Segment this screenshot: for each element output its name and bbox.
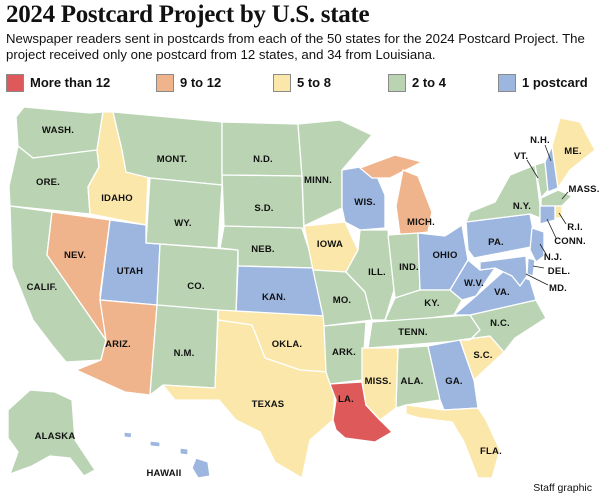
state-label: ALASKA xyxy=(35,431,76,442)
state-fla xyxy=(405,404,501,479)
state-label: MONT. xyxy=(157,154,188,165)
state-label: KY. xyxy=(424,298,439,309)
state-label: IDAHO xyxy=(101,193,133,204)
staff-credit: Staff graphic xyxy=(533,482,592,494)
legend: More than 12 9 to 12 5 to 8 2 to 4 1 pos… xyxy=(4,73,596,95)
leader-line xyxy=(525,273,549,286)
state-label: TENN. xyxy=(398,327,428,338)
state-md xyxy=(479,255,528,287)
state-nd xyxy=(221,121,303,177)
state-label: CO. xyxy=(187,281,205,292)
state-label: ARIZ. xyxy=(105,339,131,350)
state-ark xyxy=(323,321,367,385)
state-label: IND. xyxy=(399,262,419,273)
state-label: MD. xyxy=(549,283,567,294)
state-me xyxy=(551,117,596,189)
state-label: OHIO xyxy=(432,250,457,261)
state-label: CALIF. xyxy=(27,282,58,293)
state-label: NEV. xyxy=(64,250,86,261)
state-label: NEB. xyxy=(251,244,275,255)
state-label: ARK. xyxy=(332,347,356,358)
state-label: N.Y. xyxy=(513,201,531,212)
legend-swatch xyxy=(6,74,24,92)
state-conn xyxy=(539,205,556,225)
state-label: WASH. xyxy=(42,125,74,136)
leader-line xyxy=(558,212,567,225)
state-label: N.C. xyxy=(490,318,510,329)
state-kan xyxy=(235,265,324,317)
state-ala xyxy=(395,345,441,409)
state-label: ILL. xyxy=(368,267,386,278)
state-label: S.C. xyxy=(473,350,492,361)
state-ny xyxy=(465,164,541,223)
state-label: ALA. xyxy=(401,376,424,387)
leader-line xyxy=(561,191,569,200)
state-label: N.M. xyxy=(174,348,195,359)
state-label: N.J. xyxy=(544,252,562,263)
leader-line xyxy=(546,218,557,239)
leader-line xyxy=(532,265,545,269)
state-label: FLA. xyxy=(480,446,502,457)
legend-label: More than 12 xyxy=(30,75,111,90)
legend-label: 2 to 4 xyxy=(412,75,446,90)
state-label: WY. xyxy=(174,218,192,229)
legend-label: 5 to 8 xyxy=(297,75,331,90)
state-label: UTAH xyxy=(117,266,143,277)
state-hawaii-oahu xyxy=(149,440,161,448)
state-label: OKLA. xyxy=(272,339,303,350)
state-wy xyxy=(145,177,223,249)
state-label: MASS. xyxy=(568,184,599,195)
state-label: R.I. xyxy=(567,222,583,233)
state-hawaii-kauai xyxy=(123,431,133,439)
state-hawaii-big xyxy=(191,457,211,479)
state-label: HAWAII xyxy=(147,468,182,479)
state-del xyxy=(526,257,536,277)
state-mass xyxy=(540,189,573,207)
leader-line xyxy=(539,243,547,255)
leader-line xyxy=(544,144,552,162)
state-co xyxy=(156,243,239,313)
state-label: S.D. xyxy=(254,203,273,214)
state-label: VT. xyxy=(514,151,528,162)
state-label: WIS. xyxy=(354,197,375,208)
state-label: KAN. xyxy=(262,292,286,303)
state-label: LA. xyxy=(338,394,354,405)
state-hawaii-maui xyxy=(179,447,189,456)
legend-label: 1 postcard xyxy=(522,75,588,90)
legend-swatch xyxy=(498,74,516,92)
state-label: MINN. xyxy=(304,175,332,186)
us-map-svg: WASH. ORE. CALIF. IDAHO NEV. UTAH ARIZ. … xyxy=(7,106,599,479)
legend-swatch xyxy=(273,74,291,92)
state-label: ORE. xyxy=(36,177,60,188)
state-label: N.H. xyxy=(530,135,550,146)
map-title: 2024 Postcard Project by U.S. state xyxy=(6,1,370,28)
state-label: ME. xyxy=(564,146,582,157)
state-alaska xyxy=(7,389,96,477)
state-label: DEL. xyxy=(548,266,570,277)
state-label: GA. xyxy=(445,376,463,387)
state-label: TEXAS xyxy=(252,399,285,410)
leader-line xyxy=(526,159,539,179)
state-texas xyxy=(162,319,337,479)
legend-swatch xyxy=(388,74,406,92)
state-label: CONN. xyxy=(554,236,586,247)
state-label: PA. xyxy=(488,237,504,248)
map-subtitle: Newspaper readers sent in postcards from… xyxy=(6,31,585,62)
state-label: N.D. xyxy=(253,154,273,165)
state-label: VA. xyxy=(494,287,510,298)
state-nj xyxy=(529,227,545,263)
state-mich xyxy=(395,169,433,236)
legend-swatch xyxy=(156,74,174,92)
state-label: MO. xyxy=(333,295,352,306)
state-mich-up xyxy=(359,154,423,179)
us-map: WASH. ORE. CALIF. IDAHO NEV. UTAH ARIZ. … xyxy=(0,96,600,500)
state-label: MISS. xyxy=(365,376,392,387)
state-label: MICH. xyxy=(407,217,435,228)
state-label: W.V. xyxy=(464,278,484,289)
legend-label: 9 to 12 xyxy=(180,75,222,90)
state-label: IOWA xyxy=(317,239,343,250)
